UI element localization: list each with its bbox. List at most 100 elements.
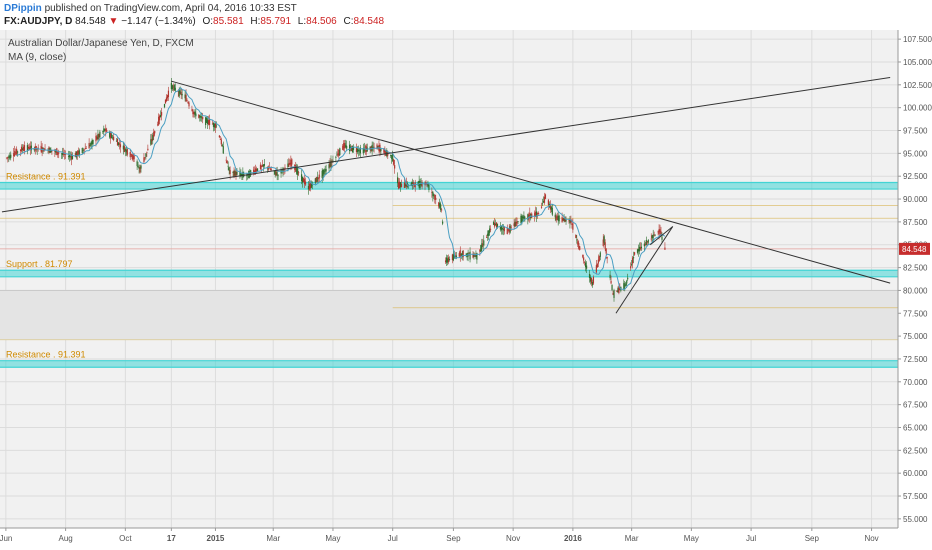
candle-body [256,168,259,171]
candle-body [154,130,156,134]
trendline[interactable] [615,226,674,314]
candle-body [575,234,577,238]
candle-body [489,228,491,233]
candle-body [167,90,170,98]
candle-body [65,153,67,155]
price-axis[interactable]: 107.500 105.000 102.500 100.000 97.500 95.000… [897,30,932,550]
candle-body [246,175,248,177]
candle-body [188,102,190,107]
candle-body [637,248,640,252]
publish-line: DPippin published on TradingView.com, Ap… [4,3,297,14]
candle-body [513,223,515,226]
trendline[interactable] [1,77,891,213]
candle-body [496,223,499,228]
candle-body [624,285,626,287]
candle-body [583,257,585,261]
candle-body [529,212,531,219]
candle-body [96,136,98,140]
candle-body [185,94,187,102]
candle-body [343,143,345,149]
candle-body [282,167,284,173]
price-tick-label: 92.500 [903,172,928,181]
candle-body [140,165,142,169]
zone-band[interactable] [0,360,898,368]
candle-body [27,146,29,149]
candle-body [393,159,395,165]
candle-body [191,109,193,111]
candle-body [495,222,498,228]
candle-body [227,165,229,167]
candle-body [598,256,600,261]
price-tick-label: 77.500 [903,309,928,318]
candle-body [177,91,179,92]
trendlines[interactable] [1,77,891,314]
time-tick-label: Mar [266,534,280,543]
candle-body [163,103,166,108]
candle-body [239,171,241,177]
candle-body [515,221,517,227]
plot-area[interactable] [0,30,898,528]
candle-body [541,203,544,205]
trendline[interactable] [171,80,891,284]
candle-body [479,249,481,252]
candle-body [377,146,379,149]
zone-band[interactable] [0,182,898,190]
candle-body [296,167,298,174]
time-tick-label: Aug [58,534,72,543]
candle-body [214,123,217,128]
candle-body [28,147,30,150]
candle-body [510,226,512,228]
candle-body [9,155,11,159]
time-tick-label: May [325,534,340,543]
trendline[interactable] [649,226,674,246]
candle-body [166,95,169,99]
candle-body [362,148,364,154]
candle-body [58,152,60,154]
chart-title: Australian Dollar/Japanese Yen, D, FXCM [8,38,194,49]
candle-body [62,152,64,156]
zone-band[interactable] [0,270,898,277]
candle-body [486,237,488,238]
candle-body [544,194,547,199]
candle-body [538,212,540,214]
candle-body [595,265,597,273]
candle-body [419,181,421,189]
author-link[interactable]: DPippin [4,3,42,14]
candle-body [201,117,203,119]
candle-body [97,134,99,140]
candle-body [106,130,108,132]
time-axis[interactable]: Jun Aug Oct 17 2015 Mar May Jul Sep Nov 2016 Mar May… [0,527,898,550]
price-chart[interactable]: Resistance . 91.391 Support . 81.797 Resis… [0,30,932,550]
candle-body [605,248,607,254]
candle-body [115,140,118,142]
candle-body [664,247,666,250]
candle-body [77,150,79,155]
candle-body [219,139,221,141]
candle-body [503,226,505,232]
candle-body [291,159,293,165]
candle-body [400,183,403,188]
candle-body [535,211,537,218]
candle-body [507,229,509,231]
candle-body [221,144,223,146]
candle-body [253,169,255,173]
candle-body [220,139,222,145]
candle-body [616,290,618,292]
price-tick-label: 80.000 [903,286,928,295]
candle-body [229,169,231,175]
candle-body [23,145,26,151]
candle-body [200,116,202,118]
candle-body [158,116,160,125]
candle-body [445,257,448,263]
candle-body [29,146,31,150]
candle-body [270,169,272,171]
candle-body [304,181,307,185]
candle-body [172,86,174,88]
change-value: −1.147 (−1.34%) [121,16,196,27]
candle-body [131,154,133,159]
last-price-tag: 84.548 [899,242,930,255]
candle-body [88,142,90,149]
candle-body [585,265,588,269]
candle-body [164,99,167,104]
candle-body [528,214,530,218]
